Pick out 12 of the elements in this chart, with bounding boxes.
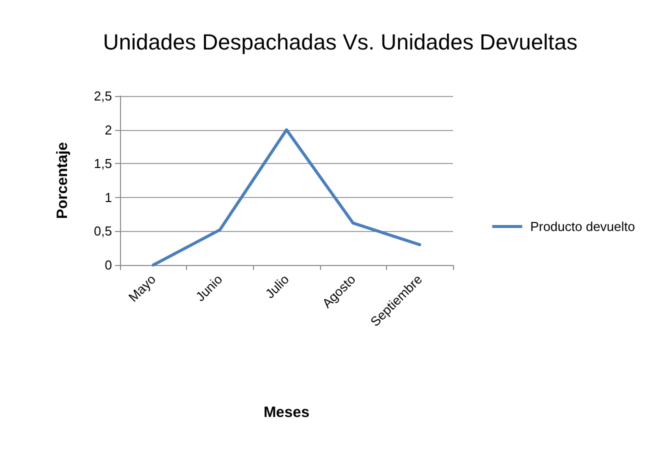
y-tick-label: 0 [104,258,112,272]
y-tick-label: 0,5 [94,224,112,239]
x-tick-label: Julio [262,272,292,302]
line-series [152,128,422,266]
y-tick-label: 1,5 [94,156,112,172]
x-axis-title: Meses [264,404,310,421]
y-axis-title: Porcentaje [54,142,71,219]
chart-title: Unidades Despachadas Vs. Unidades Devueltas [103,30,578,54]
legend-label: Producto devuelto [530,219,636,234]
y-tick-label: 2 [104,122,112,138]
y-tick-label: 2,5 [94,88,112,104]
y-tick-label: 1 [104,190,112,205]
